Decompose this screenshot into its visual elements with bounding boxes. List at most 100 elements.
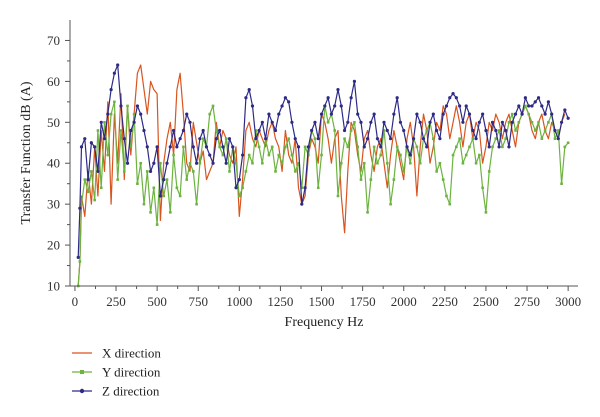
data-point-z-direction (336, 87, 340, 92)
data-point-y-direction (461, 161, 465, 165)
data-point-y-direction (83, 178, 87, 181)
data-point-y-direction (556, 129, 560, 132)
data-point-z-direction (546, 100, 551, 104)
data-point-y-direction (297, 161, 300, 165)
data-point-z-direction (352, 79, 357, 83)
data-point-z-direction (79, 145, 84, 149)
data-point-z-direction (513, 112, 518, 116)
data-point-z-direction (264, 137, 268, 141)
x-tick-label: 3000 (555, 294, 581, 309)
data-point-z-direction (241, 153, 245, 157)
data-point-y-direction (425, 129, 429, 132)
x-tick-label: 2500 (473, 294, 499, 309)
data-point-y-direction (533, 129, 537, 132)
data-point-y-direction (172, 153, 175, 157)
x-tick-label: 2000 (391, 294, 417, 309)
data-point-z-direction (556, 137, 560, 141)
data-point-z-direction (540, 104, 544, 108)
data-point-y-direction (290, 153, 294, 157)
data-point-z-direction (388, 137, 393, 141)
y-tick-label: 40 (47, 156, 60, 171)
data-point-y-direction (510, 112, 514, 116)
data-point-y-direction (320, 153, 323, 157)
data-point-y-direction (247, 153, 251, 157)
data-point-z-direction (428, 120, 432, 124)
data-point-z-direction (451, 92, 455, 96)
data-point-z-direction (204, 145, 209, 149)
data-point-y-direction (385, 161, 389, 165)
data-point-y-direction (145, 170, 149, 173)
data-point-z-direction (402, 128, 406, 133)
x-tick-label: 2250 (432, 294, 458, 309)
series-line-z-direction (77, 64, 569, 258)
data-point-z-direction (76, 255, 80, 259)
data-point-y-direction (113, 100, 116, 104)
x-tick-label: 750 (188, 294, 208, 309)
data-point-z-direction (490, 120, 495, 124)
data-point-z-direction (372, 112, 376, 116)
data-point-z-direction (277, 112, 281, 116)
data-point-y-direction (353, 121, 356, 124)
data-point-z-direction (247, 87, 251, 92)
data-point-y-direction (366, 211, 369, 214)
data-point-z-direction (369, 120, 373, 124)
data-point-y-direction (122, 170, 126, 173)
data-point-z-direction (559, 120, 564, 124)
data-point-y-direction (362, 161, 366, 165)
legend: X direction Y direction Z direction (72, 346, 161, 399)
data-point-y-direction (238, 194, 241, 198)
x-axis: 0 250 500 750 1000 1250 1500 1750 2000 2250 2500 27… (70, 285, 581, 309)
data-point-y-direction (136, 182, 139, 185)
data-point-z-direction (211, 161, 215, 165)
data-point-z-direction (458, 104, 462, 108)
data-point-y-direction (78, 260, 82, 263)
data-point-y-direction (277, 153, 281, 157)
data-point-z-direction (530, 104, 534, 108)
data-point-z-direction (254, 137, 258, 141)
data-point-y-direction (445, 194, 448, 198)
data-point-z-direction (257, 128, 261, 133)
data-point-y-direction (155, 223, 159, 226)
data-point-z-direction (122, 137, 126, 141)
data-point-y-direction (96, 129, 100, 132)
data-point-z-direction (533, 100, 537, 104)
x-tick-label: 250 (106, 294, 126, 309)
data-point-z-direction (444, 104, 449, 108)
data-point-y-direction (487, 170, 491, 173)
data-point-y-direction (175, 186, 179, 190)
data-point-z-direction (461, 120, 465, 124)
data-point-y-direction (109, 112, 113, 116)
data-point-z-direction (198, 137, 202, 141)
data-point-z-direction (152, 161, 156, 165)
data-point-z-direction (231, 145, 235, 149)
data-point-y-direction (165, 178, 169, 181)
data-point-y-direction (543, 129, 547, 132)
data-point-z-direction (175, 145, 179, 149)
data-point-z-direction (408, 153, 412, 157)
data-point-y-direction (464, 153, 468, 157)
data-point-y-direction (241, 186, 244, 190)
data-point-z-direction (362, 145, 366, 149)
data-point-z-direction (109, 87, 113, 92)
data-point-z-direction (119, 104, 123, 108)
data-point-z-direction (415, 112, 419, 116)
data-point-y-direction (343, 137, 346, 140)
data-point-z-direction (142, 128, 146, 133)
data-point-z-direction (168, 145, 172, 149)
data-point-y-direction (441, 178, 445, 181)
data-point-y-direction (270, 145, 274, 149)
legend-item-z-direction: Z direction (72, 384, 160, 399)
data-point-y-direction (451, 153, 455, 157)
data-point-y-direction (228, 170, 231, 173)
data-point-y-direction (507, 121, 511, 124)
data-point-z-direction (283, 96, 287, 100)
data-point-y-direction (336, 194, 340, 198)
data-point-y-direction (478, 153, 481, 157)
data-point-y-direction (182, 145, 185, 149)
data-point-z-direction (106, 112, 110, 116)
data-point-y-direction (280, 161, 284, 165)
data-point-z-direction (411, 137, 416, 141)
data-point-z-direction (520, 112, 524, 116)
data-point-z-direction (471, 128, 475, 133)
